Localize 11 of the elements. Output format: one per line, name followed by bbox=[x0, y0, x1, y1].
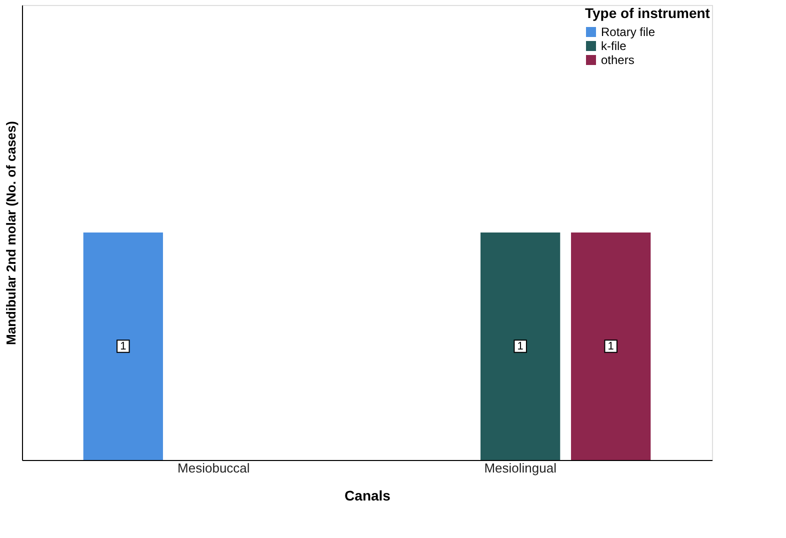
legend-title: Type of instrument bbox=[585, 5, 710, 21]
x-tick-label: Mesiolingual bbox=[484, 460, 557, 476]
data-label: 1 bbox=[517, 340, 524, 352]
x-axis-title: Canals bbox=[344, 488, 391, 504]
legend-label: k-file bbox=[601, 39, 627, 53]
data-label: 1 bbox=[608, 340, 614, 352]
legend-label: Rotary file bbox=[601, 25, 656, 39]
x-tick-label: Mesiobuccal bbox=[178, 460, 250, 476]
data-label: 1 bbox=[120, 340, 126, 352]
legend-label: others bbox=[601, 53, 634, 67]
y-axis-title: Mandibular 2nd molar (No. of cases) bbox=[4, 121, 18, 345]
